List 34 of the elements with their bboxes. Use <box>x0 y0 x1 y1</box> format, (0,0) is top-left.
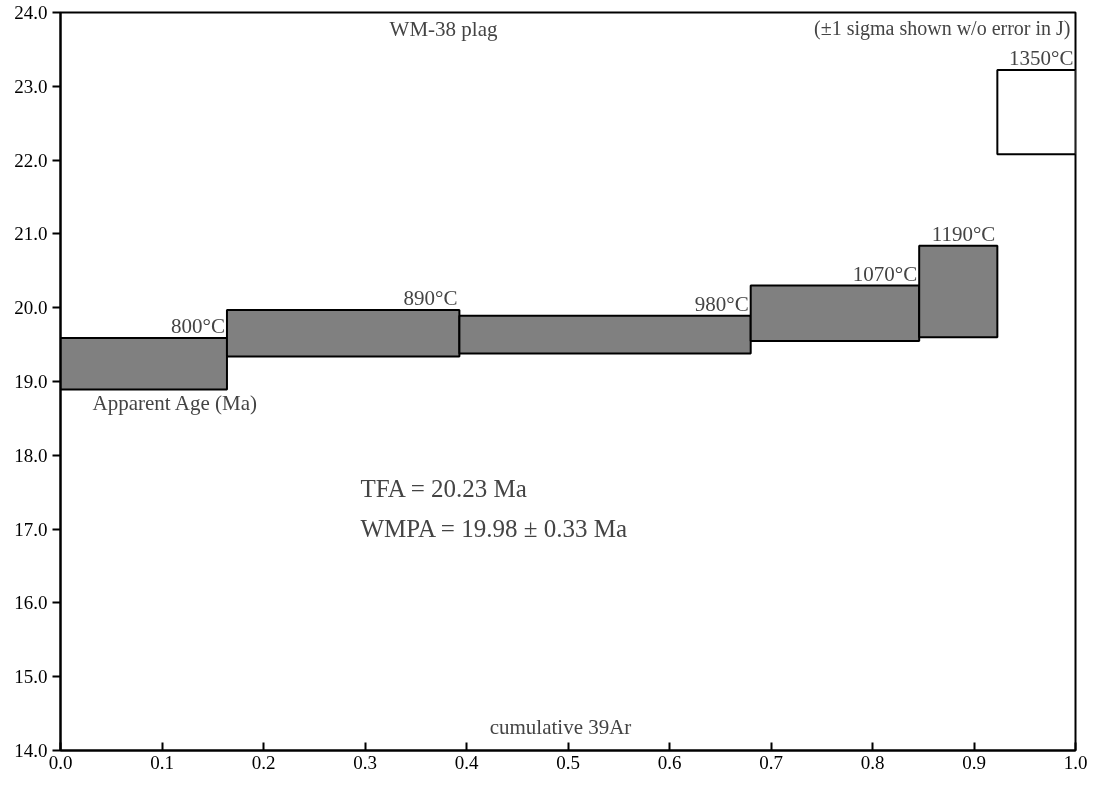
y-tick-label: 14.0 <box>14 740 48 761</box>
y-tick-label: 21.0 <box>14 223 48 245</box>
y-tick-label: 24.0 <box>14 2 48 23</box>
y-tick-label: 18.0 <box>14 444 48 466</box>
y-tick-label: 20.0 <box>14 297 48 319</box>
annotation: 890°C <box>403 285 458 310</box>
chart-title: WM-38 plag <box>389 16 498 41</box>
x-tick-label: 0.3 <box>353 751 377 773</box>
annotation: 1350°C <box>1009 46 1074 71</box>
y-tick-label: 16.0 <box>14 592 48 614</box>
x-tick-label: 0.2 <box>251 751 276 773</box>
x-tick-label: 0.0 <box>48 751 73 773</box>
x-tick-label: 0.4 <box>454 751 479 773</box>
annotation: TFA = 20.23 Ma <box>360 474 527 502</box>
y-tick-label: 23.0 <box>14 75 48 97</box>
annotation: 800°C <box>171 313 225 338</box>
x-tick-label: 0.7 <box>759 751 783 773</box>
x-tick-label: 0.9 <box>962 751 986 773</box>
x-tick-label: 1.0 <box>1063 751 1088 773</box>
y-tick-label: 22.0 <box>14 149 48 171</box>
x-tick-label: 0.5 <box>556 751 580 773</box>
annotation: (±1 sigma shown w/o error in J) <box>814 16 1071 40</box>
y-tick-label: 17.0 <box>14 518 48 540</box>
x-axis-title: cumulative 39Ar <box>489 714 632 739</box>
x-tick-label: 0.1 <box>150 751 174 773</box>
annotation: 1190°C <box>931 221 996 246</box>
y-tick-label: 15.0 <box>14 666 48 688</box>
y-tick-label: 19.0 <box>14 371 48 392</box>
y-axis-title: Apparent Age (Ma) <box>92 390 257 415</box>
annotation: WMPA = 19.98 ± 0.33 Ma <box>360 514 628 542</box>
annotation: 1070°C <box>852 261 918 286</box>
x-tick-label: 0.8 <box>860 751 885 773</box>
annotation: 980°C <box>694 291 749 316</box>
x-tick-label: 0.6 <box>657 751 682 773</box>
